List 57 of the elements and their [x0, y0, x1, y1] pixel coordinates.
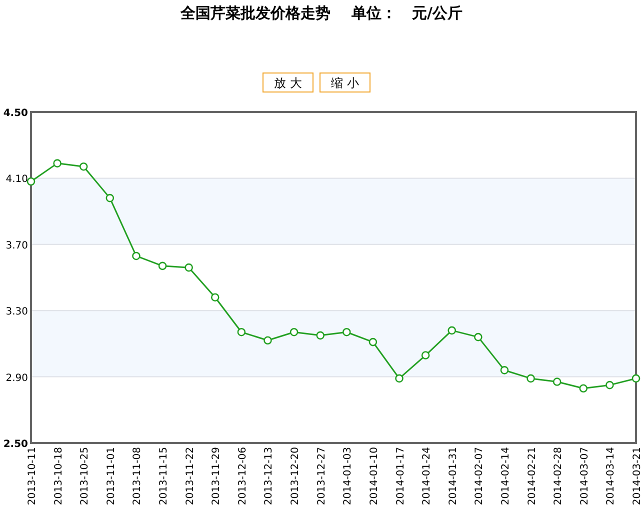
text: 放 大 [274, 76, 302, 90]
x-tick-label: 2014-02-07 [474, 447, 486, 506]
x-tick-label: 2013-11-01 [106, 447, 117, 506]
point [552, 378, 562, 386]
point [237, 328, 246, 336]
point [474, 332, 482, 342]
point [53, 159, 62, 168]
point [579, 384, 588, 393]
x-tick-label: 2014-03-07 [579, 447, 590, 506]
x-tick-label: 2013-10-25 [80, 447, 91, 506]
point [395, 374, 404, 383]
x-tick-label: 2013-11-22 [184, 447, 196, 506]
point [421, 351, 430, 360]
y-tick-label: 3.70 [6, 240, 28, 252]
point [79, 162, 88, 171]
x-tick-label: 2014-02-28 [553, 447, 564, 506]
x-tick-label: 2013-12-27 [316, 447, 328, 506]
x-tick-label: 2014-01-03 [342, 447, 354, 506]
text: 缩 小 [331, 76, 359, 90]
point [316, 331, 324, 340]
x-tick-label: 2014-01-10 [368, 447, 380, 506]
y-tick-label: 3.30 [6, 306, 28, 318]
point [106, 194, 114, 202]
x-tick-label: 2014-03-14 [606, 447, 617, 506]
point [526, 374, 535, 383]
x-tick-label: 2013-11-15 [158, 447, 170, 506]
x-tick-label: 2013-12-13 [264, 447, 275, 506]
point [264, 336, 272, 345]
x-tick-label: 2013-11-29 [211, 447, 222, 506]
x-tick-label: 2014-01-31 [448, 447, 459, 506]
point [26, 177, 36, 186]
x-tick-label: 2013-12-20 [290, 447, 302, 506]
point [158, 262, 167, 270]
y-tick-label: 4.10 [6, 174, 28, 186]
y-tick-label: 4.50 [3, 108, 28, 119]
x-tick-label: 2013-12-06 [237, 447, 248, 506]
point [210, 293, 220, 302]
point [606, 380, 614, 390]
x-tick-label: 2014-02-14 [500, 447, 512, 506]
y-tick-label: 2.50 [3, 439, 28, 450]
point [448, 326, 456, 335]
y-tick-label: 2.90 [6, 372, 28, 384]
x-tick-label: 2014-01-24 [422, 447, 433, 506]
point [500, 366, 509, 374]
point [132, 252, 140, 260]
point [184, 263, 193, 272]
x-tick-label: 2014-02-21 [526, 447, 538, 506]
point [368, 338, 378, 346]
x-tick-label: 2013-10-11 [27, 447, 38, 506]
x-tick-label: 2013-10-18 [53, 447, 64, 506]
x-tick-label: 2014-01-17 [395, 447, 406, 506]
point [632, 374, 640, 383]
point [342, 328, 351, 336]
chart-title: 全国芹菜批发价格走势 单位： 元/公斤 [179, 4, 463, 22]
x-tick-label: 2013-11-08 [132, 447, 144, 506]
x-tick-label: 2014-03-21 [632, 447, 643, 506]
point [290, 328, 298, 336]
